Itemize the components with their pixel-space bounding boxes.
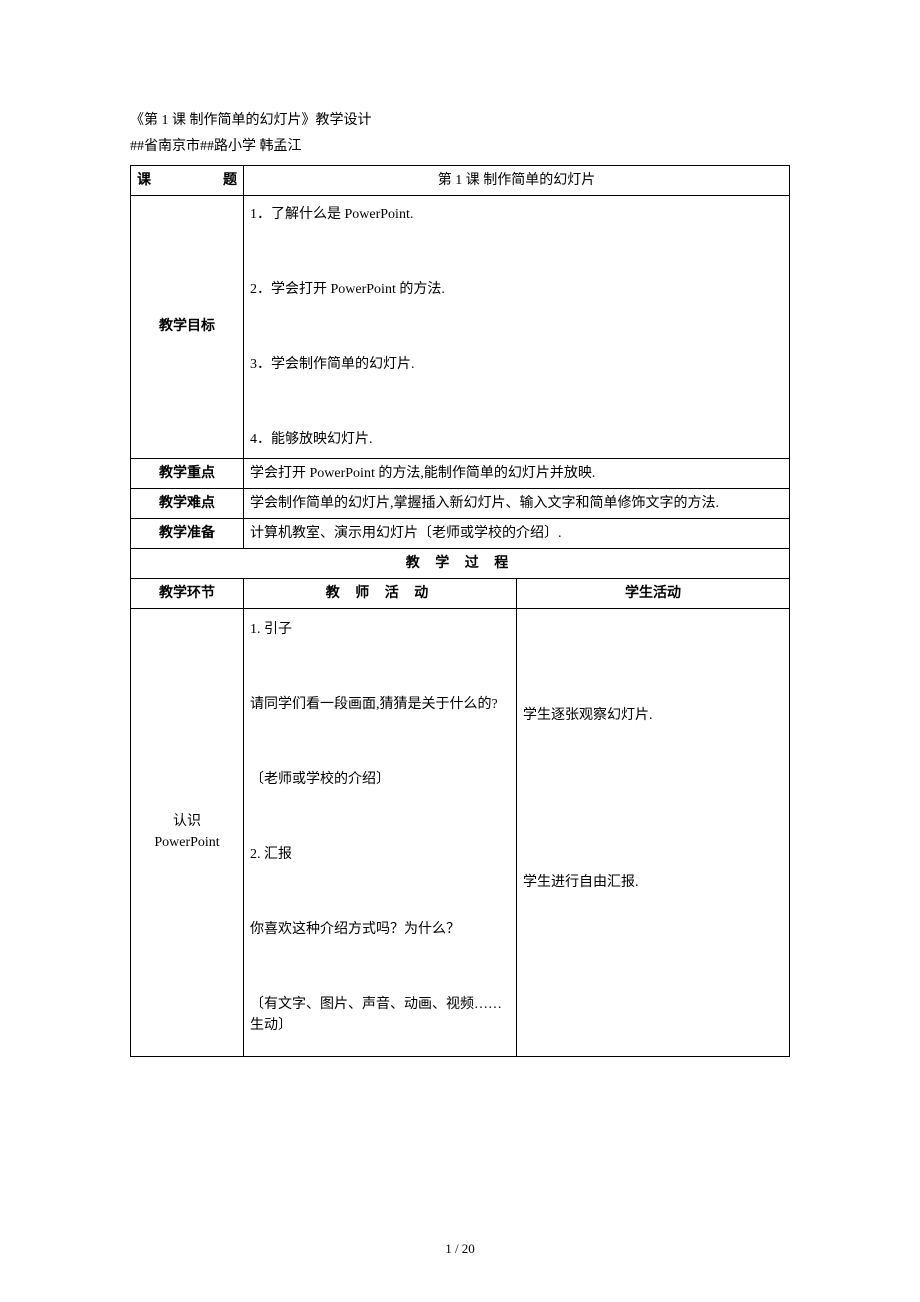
prepare-label: 教学准备 bbox=[131, 518, 244, 548]
teacher-line: 请同学们看一段画面,猜猜是关于什么的? bbox=[250, 694, 510, 715]
stage1-label-line1: 认识 bbox=[137, 811, 237, 832]
teacher-line: 〔老师或学校的介绍〕 bbox=[250, 769, 510, 790]
difficulty-value: 学会制作简单的幻灯片,掌握插入新幻灯片、输入文字和简单修饰文字的方法. bbox=[244, 488, 790, 518]
spacer bbox=[523, 726, 783, 872]
spacer bbox=[523, 619, 783, 705]
focus-row: 教学重点 学会打开 PowerPoint 的方法,能制作简单的幻灯片并放映. bbox=[131, 458, 790, 488]
process-header: 教 学 过 程 bbox=[131, 548, 790, 578]
objective-item: 4．能够放映幻灯片. bbox=[250, 429, 783, 450]
teacher-line: 〔有文字、图片、声音、动画、视频……生动〕 bbox=[250, 994, 510, 1036]
teacher-line: 你喜欢这种介绍方式吗？为什么？ bbox=[250, 919, 510, 940]
teacher-line: 2. 汇报 bbox=[250, 844, 510, 865]
page-number: 1 / 20 bbox=[0, 1241, 920, 1257]
title-label-cell: 课 题 bbox=[131, 165, 244, 195]
student-line: 学生进行自由汇报. bbox=[523, 872, 783, 893]
document-page: 《第 1 课 制作简单的幻灯片》教学设计 ##省南京市##路小学 韩孟江 课 题… bbox=[0, 0, 920, 1302]
stage1-student: 学生逐张观察幻灯片. 学生进行自由汇报. bbox=[517, 608, 790, 1056]
stage1-label-line2: PowerPoint bbox=[137, 832, 237, 853]
stage-header: 教学环节 bbox=[131, 578, 244, 608]
objective-item: 3．学会制作简单的幻灯片. bbox=[250, 354, 783, 375]
difficulty-label: 教学难点 bbox=[131, 488, 244, 518]
prepare-value: 计算机教室、演示用幻灯片〔老师或学校的介绍〕. bbox=[244, 518, 790, 548]
objectives-cell: 1．了解什么是 PowerPoint. 2．学会打开 PowerPoint 的方… bbox=[244, 195, 790, 458]
objective-item: 2．学会打开 PowerPoint 的方法. bbox=[250, 279, 783, 300]
process-header-row: 教 学 过 程 bbox=[131, 548, 790, 578]
objectives-label: 教学目标 bbox=[131, 195, 244, 458]
objectives-row: 教学目标 1．了解什么是 PowerPoint. 2．学会打开 PowerPoi… bbox=[131, 195, 790, 458]
student-header: 学生活动 bbox=[517, 578, 790, 608]
teacher-line: 1. 引子 bbox=[250, 619, 510, 640]
student-line: 学生逐张观察幻灯片. bbox=[523, 705, 783, 726]
objective-item: 1．了解什么是 PowerPoint. bbox=[250, 204, 783, 225]
stage1-teacher: 1. 引子 请同学们看一段画面,猜猜是关于什么的? 〔老师或学校的介绍〕 2. … bbox=[244, 608, 517, 1056]
prepare-row: 教学准备 计算机教室、演示用幻灯片〔老师或学校的介绍〕. bbox=[131, 518, 790, 548]
title-row: 课 题 第 1 课 制作简单的幻灯片 bbox=[131, 165, 790, 195]
stage1-row: 认识 PowerPoint 1. 引子 请同学们看一段画面,猜猜是关于什么的? … bbox=[131, 608, 790, 1056]
difficulty-row: 教学难点 学会制作简单的幻灯片,掌握插入新幻灯片、输入文字和简单修饰文字的方法. bbox=[131, 488, 790, 518]
title-label-right: 题 bbox=[223, 170, 237, 191]
teacher-header: 教 师 活 动 bbox=[244, 578, 517, 608]
author-line: ##省南京市##路小学 韩孟江 bbox=[130, 136, 790, 158]
title-label-left: 课 bbox=[137, 170, 151, 191]
focus-value: 学会打开 PowerPoint 的方法,能制作简单的幻灯片并放映. bbox=[244, 458, 790, 488]
subheader-row: 教学环节 教 师 活 动 学生活动 bbox=[131, 578, 790, 608]
lesson-plan-table: 课 题 第 1 课 制作简单的幻灯片 教学目标 1．了解什么是 PowerPoi… bbox=[130, 165, 790, 1057]
focus-label: 教学重点 bbox=[131, 458, 244, 488]
doc-title: 《第 1 课 制作简单的幻灯片》教学设计 bbox=[130, 110, 790, 132]
title-value: 第 1 课 制作简单的幻灯片 bbox=[244, 165, 790, 195]
stage1-label: 认识 PowerPoint bbox=[131, 608, 244, 1056]
